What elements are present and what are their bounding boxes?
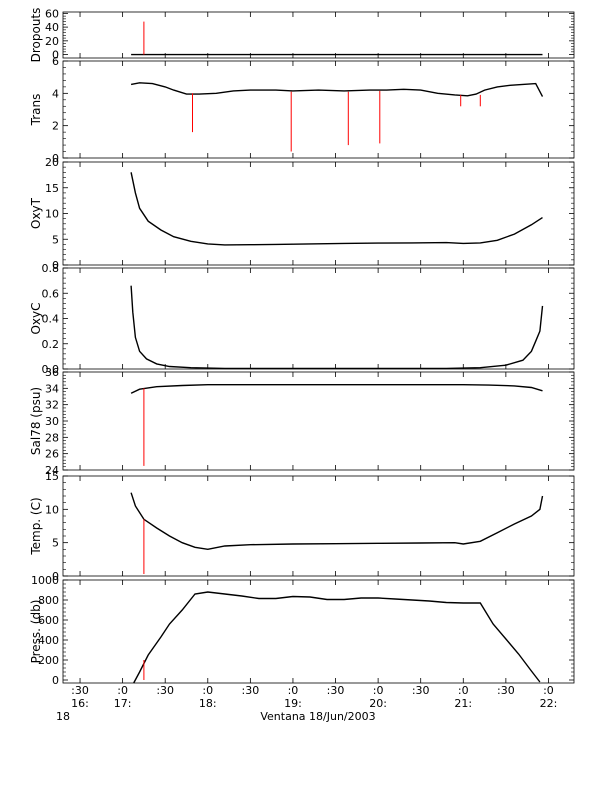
y-tick-label: 6 [52, 55, 59, 68]
panel-frame [62, 60, 575, 159]
panel-frame [62, 11, 575, 59]
y-tick-label: 800 [38, 594, 59, 607]
x-tick-label: :0 [543, 684, 554, 697]
y-tick-label: 24 [45, 464, 59, 477]
series-line [130, 82, 544, 97]
x-tick-hour-label: 21: [454, 697, 472, 710]
x-tick-label: :30 [242, 684, 260, 697]
y-tick-label: 400 [38, 634, 59, 647]
y-tick-label: 600 [38, 614, 59, 627]
y-axis-label: OxyC [29, 302, 43, 334]
y-tick-label: 20 [45, 156, 59, 169]
x-tick-label: :30 [497, 684, 515, 697]
y-tick-label: 2 [52, 120, 59, 133]
panel-3: 0 5 10 15 20 OxyT [29, 156, 575, 272]
y-tick-label: 20 [45, 35, 59, 48]
x-tick-label: :30 [71, 684, 89, 697]
y-tick-label: 26 [45, 448, 59, 461]
y-axis-label: Dropouts [29, 8, 43, 63]
time-axis: 18 Ventana 18/Jun/2003 :3016::017::30:01… [56, 684, 557, 723]
y-tick-label: 36 [45, 366, 59, 379]
x-tick-hour-label: 20: [369, 697, 387, 710]
y-axis-label: Sal78 (psu) [29, 387, 43, 455]
y-tick-label: 34 [45, 382, 59, 395]
y-axis-label: Press. (db) [29, 600, 43, 664]
y-axis-label: OxyT [29, 197, 43, 229]
y-tick-label: 0.4 [42, 313, 60, 326]
y-tick-label: 0 [52, 259, 59, 272]
panel-4: 0.0 0.2 0.4 0.6 0.8 OxyC [29, 262, 575, 376]
x-axis-title: Ventana 18/Jun/2003 [260, 710, 375, 723]
y-tick-label: 15 [45, 470, 59, 483]
y-tick-label: 15 [45, 182, 59, 195]
y-axis-label: Trans [29, 94, 43, 127]
chart-panels: 0204060Dropouts0246Trans05101520OxyT0.00… [29, 7, 575, 687]
panel-2: 0 2 4 6 Trans [29, 55, 575, 165]
series-line [130, 285, 544, 370]
y-tick-label: 200 [38, 654, 59, 667]
series-line [130, 384, 543, 394]
y-tick-label: 30 [45, 415, 59, 428]
panel-frame [62, 267, 575, 370]
x-tick-label: :30 [156, 684, 174, 697]
x-tick-label: :30 [327, 684, 345, 697]
y-tick-label: 10 [45, 503, 59, 516]
y-tick-label: 0.0 [42, 363, 60, 376]
y-tick-label: 28 [45, 431, 59, 444]
y-tick-label: 60 [45, 7, 59, 20]
x-tick-hour-label: 22: [540, 697, 558, 710]
series-line [130, 172, 543, 246]
x-tick-label: :0 [373, 684, 384, 697]
y-tick-label: 0.6 [42, 287, 60, 300]
x-tick-label: :30 [412, 684, 430, 697]
y-tick-label: 32 [45, 399, 59, 412]
panel-7: 0 200 400 600 800 1000 Press. (db) [29, 574, 575, 687]
panel-frame [62, 161, 575, 266]
y-tick-label: 0 [52, 152, 59, 165]
x-tick-label: :0 [117, 684, 128, 697]
x-tick-label: :0 [458, 684, 469, 697]
y-tick-label: 40 [45, 21, 59, 34]
x-tick-hour-label: 16: [71, 697, 89, 710]
x-tick-hour-label: 18: [199, 697, 217, 710]
panel-6: 0 5 10 15 Temp. (C) [29, 470, 575, 583]
y-tick-label: 5 [52, 233, 59, 246]
x-tick-hour-label: 19: [284, 697, 302, 710]
y-tick-label: 0 [52, 570, 59, 583]
panel-frame [62, 371, 575, 471]
y-tick-label: 0 [52, 49, 59, 62]
y-tick-label: 1000 [31, 574, 59, 587]
y-tick-label: 10 [45, 208, 59, 221]
panel-frame [62, 579, 575, 684]
y-tick-label: 0 [52, 674, 59, 687]
y-axis-label: Temp. (C) [29, 497, 43, 555]
y-tick-label: 4 [52, 87, 59, 100]
x-tick-label: :0 [288, 684, 299, 697]
x-tick-label: :0 [202, 684, 213, 697]
y-tick-label: 0.2 [42, 338, 60, 351]
y-tick-label: 5 [52, 537, 59, 550]
panel-frame [62, 475, 575, 577]
start-day-label: 18 [56, 710, 70, 723]
series-line [130, 492, 544, 551]
series-line [133, 591, 541, 684]
x-tick-hour-label: 17: [114, 697, 132, 710]
y-tick-label: 0.8 [42, 262, 60, 275]
